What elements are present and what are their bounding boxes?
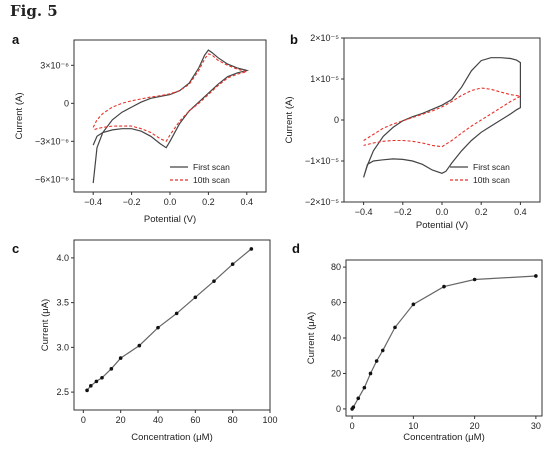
panel-a: a −0.4 −0.2 0.0 0.2 0.4 3×10⁻⁶ 0 −3×10⁻⁶ −6×10⁻⁶ P… (12, 32, 267, 225)
data-point (472, 277, 477, 282)
plot-frame (73, 239, 271, 411)
panel-label: c (12, 241, 19, 256)
plot-area (351, 275, 536, 410)
y-tick-label: 4.0 (56, 253, 69, 263)
x-axis-label: Concentration (μM) (131, 432, 213, 443)
y-tick-label: 3.0 (56, 342, 69, 352)
plot-area (363, 57, 523, 178)
data-point (393, 325, 397, 330)
x-tick-label: 100 (262, 415, 277, 425)
y-axis-label: Current (μA) (40, 299, 51, 351)
data-point (94, 379, 99, 384)
y-tick-label: 80 (331, 262, 341, 272)
y-tick-label: 60 (331, 298, 341, 308)
data-point (109, 367, 114, 371)
y-axis-label: Current (A) (284, 97, 295, 144)
data-point (351, 405, 356, 409)
data-point (156, 325, 160, 330)
y-tick-label: 0 (64, 98, 69, 108)
panel-label: d (292, 241, 300, 256)
y-tick-label: 3×10⁻⁶ (40, 60, 69, 70)
data-point (374, 359, 379, 363)
y-tick-label: −1×10⁻⁵ (305, 156, 339, 166)
data-line (351, 275, 536, 410)
y-tick-label: 0 (334, 115, 339, 125)
x-tick-label: 20 (116, 415, 126, 425)
y-tick-label: 1×10⁻⁵ (310, 74, 339, 84)
data-point (89, 384, 93, 388)
figure-title: Fig. 5 (10, 2, 58, 20)
legend-label: First scan (473, 162, 510, 172)
x-tick-label: 20 (470, 421, 480, 431)
first-scan-line (363, 57, 522, 178)
data-point (362, 385, 367, 390)
plot-area (92, 49, 250, 184)
10th-scan-line (363, 87, 523, 148)
legend-label: 10th scan (193, 175, 230, 185)
plot-frame (345, 259, 543, 417)
data-point (193, 295, 198, 300)
x-tick-label: 0.2 (202, 197, 215, 207)
x-tick-label: 0.4 (514, 207, 527, 217)
x-tick-label: 10 (408, 421, 418, 431)
x-axis-label: Potential (V) (144, 214, 196, 225)
legend-label: First scan (193, 162, 230, 172)
panel-label: b (290, 32, 298, 47)
y-tick-label: −6×10⁻⁶ (35, 174, 69, 184)
legend: First scan 10th scan (170, 162, 230, 185)
panel-label: a (12, 32, 20, 47)
x-tick-label: 0.2 (475, 207, 488, 217)
data-point (137, 343, 142, 348)
y-axis-label: Current (A) (14, 93, 25, 140)
x-tick-label: 40 (153, 415, 163, 425)
x-tick-label: −0.2 (123, 197, 141, 207)
x-tick-label: 0 (350, 421, 355, 431)
x-tick-label: 80 (228, 415, 238, 425)
y-axis-label: Current (μA) (306, 312, 317, 364)
data-point (442, 284, 446, 289)
data-point (174, 311, 179, 316)
data-point (118, 356, 123, 360)
first-scan-line (92, 49, 250, 184)
legend-label: 10th scan (473, 175, 510, 185)
y-tick-label: 2.5 (56, 387, 69, 397)
plot-frame (343, 37, 541, 203)
y-tick-label: 40 (331, 333, 341, 343)
plot-frame (73, 39, 267, 193)
x-tick-label: −0.4 (84, 197, 102, 207)
panel-d: d 0 10 20 30 0 20 40 60 80 Concentration (μM) Curre… (292, 241, 543, 443)
x-tick-label: 0.0 (164, 197, 177, 207)
y-tick-label: 20 (331, 368, 341, 378)
y-tick-label: 0 (336, 404, 341, 414)
y-tick-label: 2×10⁻⁵ (310, 33, 339, 43)
data-point (249, 247, 254, 251)
data-point (356, 396, 361, 401)
panel-b: b −0.4 −0.2 0.0 0.2 0.4 2×10⁻⁵ 1×10⁻⁵ 0 −1×10⁻⁵ −2… (284, 32, 541, 231)
y-tick-label: −3×10⁻⁶ (35, 136, 69, 146)
x-tick-label: −0.2 (394, 207, 412, 217)
data-point (534, 274, 538, 278)
x-tick-label: 0.4 (241, 197, 254, 207)
x-axis-label: Potential (V) (416, 220, 468, 231)
legend: First scan 10th scan (450, 162, 510, 185)
10th-scan-line (92, 53, 249, 142)
data-point (368, 371, 373, 376)
x-tick-label: −0.4 (355, 207, 373, 217)
data-point (212, 279, 216, 283)
x-axis-label: Concentration (μM) (403, 432, 485, 443)
x-tick-label: 0 (81, 415, 86, 425)
data-point (100, 375, 104, 380)
data-point (411, 302, 416, 307)
data-point (380, 348, 385, 353)
x-tick-label: 60 (190, 415, 200, 425)
panel-c: c 0 20 40 60 80 100 2.5 3.0 3.5 4.0 Concentration (… (12, 239, 278, 443)
x-tick-label: 30 (531, 421, 541, 431)
y-tick-label: −2×10⁻⁵ (305, 197, 339, 207)
data-point (230, 262, 235, 266)
y-tick-label: 3.5 (56, 298, 69, 308)
data-point (85, 388, 89, 393)
x-tick-label: 0.0 (436, 207, 449, 217)
